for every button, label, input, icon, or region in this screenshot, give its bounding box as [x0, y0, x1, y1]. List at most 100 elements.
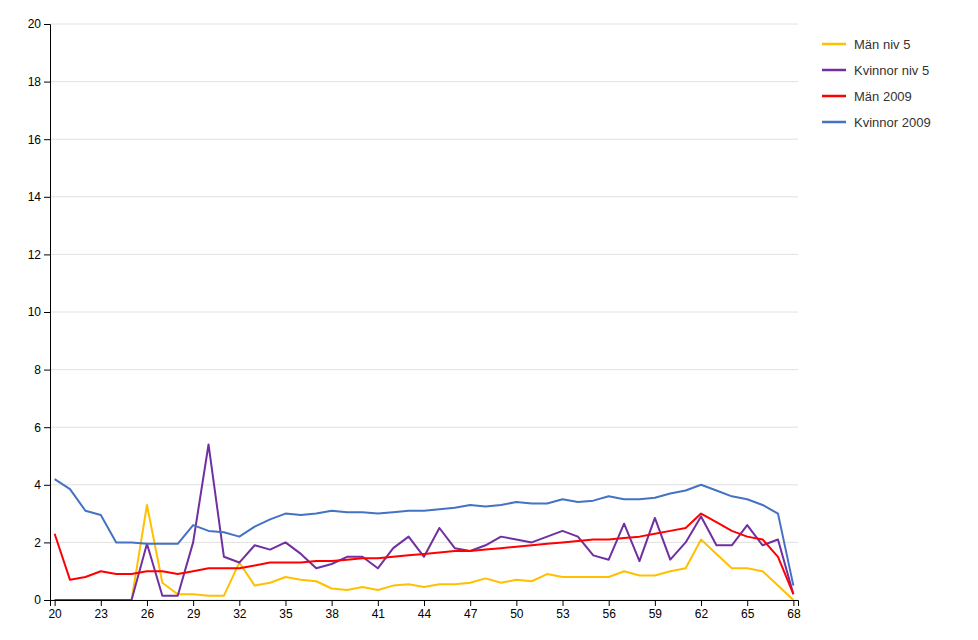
grid-line: [50, 254, 798, 255]
tick: 14: [28, 190, 50, 204]
tick-label: 62: [695, 607, 709, 621]
tick-mark: [563, 600, 564, 606]
tick-label: 14: [28, 190, 42, 204]
tick-mark: [193, 600, 194, 606]
legend-swatch: [822, 69, 846, 72]
tick: 2: [34, 536, 50, 550]
tick-mark: [44, 427, 50, 428]
tick: 53: [556, 600, 570, 621]
tick: 62: [695, 600, 709, 621]
legend-label: Män niv 5: [854, 37, 910, 52]
tick-mark: [609, 600, 610, 606]
tick-mark: [101, 600, 102, 606]
legend-label: Kvinnor niv 5: [854, 63, 929, 78]
tick: 56: [603, 600, 617, 621]
tick-mark: [44, 82, 50, 83]
tick-mark: [44, 600, 50, 601]
tick-label: 65: [741, 607, 755, 621]
tick: 50: [510, 600, 524, 621]
tick-mark: [747, 600, 748, 606]
tick-label: 68: [787, 607, 801, 621]
legend-swatch: [822, 95, 846, 98]
tick: 20: [48, 600, 62, 621]
tick-mark: [44, 485, 50, 486]
tick: 16: [28, 133, 50, 147]
axis-line: [51, 601, 799, 607]
tick: 68: [787, 600, 801, 621]
tick-label: 44: [418, 607, 432, 621]
tick: 29: [187, 600, 201, 621]
tick: 23: [95, 600, 109, 621]
tick-label: 8: [34, 363, 41, 377]
series-line: [55, 479, 794, 586]
tick-mark: [147, 600, 148, 606]
legend-item: Män niv 5: [822, 37, 910, 52]
tick-label: 10: [28, 305, 42, 319]
tick: 18: [28, 75, 50, 89]
tick-label: 32: [233, 607, 247, 621]
tick-label: 56: [603, 607, 617, 621]
series-line: [55, 444, 794, 600]
tick-label: 47: [464, 607, 478, 621]
legend-item: Kvinnor niv 5: [822, 63, 929, 78]
tick-label: 18: [28, 75, 42, 89]
grid-line: [50, 139, 798, 140]
legend-swatch: [822, 121, 846, 124]
tick-mark: [44, 254, 50, 255]
tick-mark: [239, 600, 240, 606]
tick-label: 12: [28, 248, 42, 262]
tick-mark: [701, 600, 702, 606]
tick-label: 20: [28, 17, 42, 31]
tick-label: 6: [34, 421, 41, 435]
tick: 47: [464, 600, 478, 621]
tick-mark: [332, 600, 333, 606]
plot-area: 2023262932353841444750535659626568024681…: [28, 17, 801, 620]
tick-mark: [424, 600, 425, 606]
tick-label: 0: [34, 593, 41, 607]
series-line: [55, 505, 794, 600]
tick-label: 50: [510, 607, 524, 621]
tick-label: 53: [556, 607, 570, 621]
grid-line: [50, 427, 798, 428]
tick-label: 16: [28, 133, 42, 147]
legend-label: Män 2009: [854, 89, 912, 104]
tick-label: 23: [95, 607, 109, 621]
tick-label: 41: [372, 607, 386, 621]
legend-item: Kvinnor 2009: [822, 115, 931, 130]
tick-label: 59: [649, 607, 663, 621]
tick: 10: [28, 305, 50, 319]
grid-line: [50, 196, 798, 197]
grid-line: [50, 369, 798, 370]
tick-label: 4: [34, 478, 41, 492]
tick: 4: [34, 478, 50, 492]
tick-mark: [516, 600, 517, 606]
tick: 12: [28, 248, 50, 262]
legend-swatch: [822, 43, 846, 46]
tick-mark: [655, 600, 656, 606]
grid: [50, 24, 798, 600]
legend-label: Kvinnor 2009: [854, 115, 931, 130]
series-line: [55, 514, 794, 595]
legend-item: Män 2009: [822, 89, 912, 104]
tick: 26: [141, 600, 155, 621]
legend: Män niv 5 Kvinnor niv 5 Män 2009 Kvinnor 20…: [822, 37, 931, 130]
grid-line: [50, 484, 798, 485]
tick-mark: [44, 312, 50, 313]
tick: 65: [741, 600, 755, 621]
tick-mark: [44, 24, 50, 25]
tick-mark: [378, 600, 379, 606]
tick-label: 26: [141, 607, 155, 621]
tick-label: 38: [325, 607, 339, 621]
tick-mark: [55, 600, 56, 606]
tick: 44: [418, 600, 432, 621]
tick-mark: [285, 600, 286, 606]
grid-line: [50, 312, 798, 313]
tick: 20: [28, 17, 50, 31]
tick-mark: [44, 139, 50, 140]
tick-label: 20: [48, 607, 62, 621]
y-axis: 0 2 4 6 8 10 12 14 16 18 20: [28, 17, 51, 607]
grid-line: [50, 81, 798, 82]
tick-label: 35: [279, 607, 293, 621]
tick: 8: [34, 363, 50, 377]
x-axis: 20 23 26 29 32 35 38 41 44 47 50 53 56 59 62 65 68: [48, 600, 800, 621]
